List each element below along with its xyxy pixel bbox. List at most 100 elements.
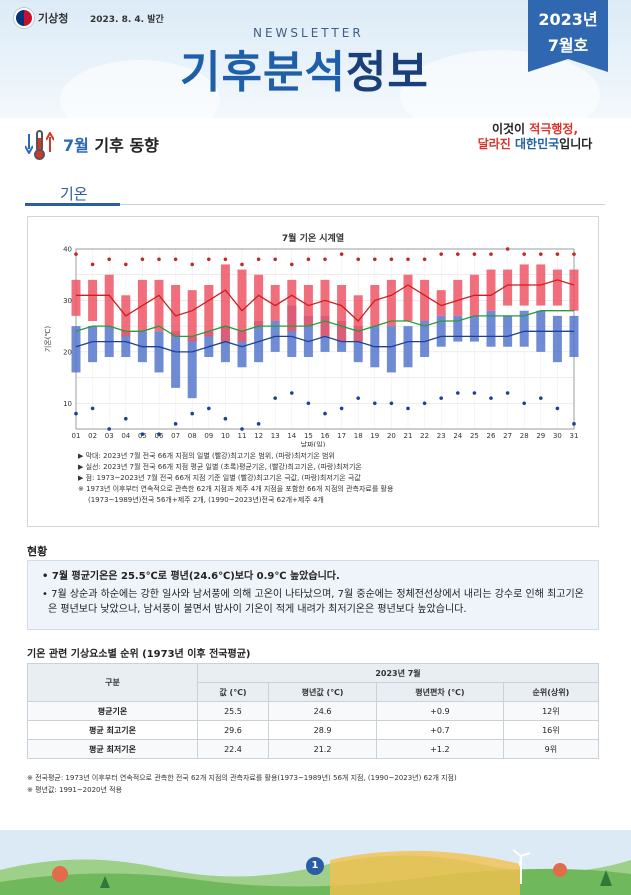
record-min-point: [406, 406, 410, 411]
promo-banner[interactable]: 이것이 적극행정, 달라진 대한민국입니다: [470, 122, 600, 152]
record-max-point: [140, 257, 145, 262]
max-range-bar: [552, 269, 562, 306]
max-range-bar: [436, 290, 446, 316]
cell-diff: +0.7: [376, 720, 504, 740]
max-range-bar: [237, 269, 247, 342]
x-tick-label: 13: [271, 432, 280, 440]
min-range-bar: [154, 331, 164, 373]
max-range-bar: [270, 285, 280, 321]
record-max-point: [373, 257, 377, 262]
max-range-bar: [88, 279, 98, 321]
footnotes: ※ 전국평균: 1973년 이후부터 연속적으로 관측한 전국 62개 지점의 …: [27, 772, 457, 796]
chart-notes: ▶ 막대: 2023년 7월 전국 66개 지점의 일별 (빨강)최고기온 범위…: [78, 451, 393, 506]
record-min-point: [373, 401, 377, 406]
kma-logo: 기상청: [14, 8, 68, 28]
record-max-point: [389, 257, 394, 262]
x-tick-label: 31: [570, 432, 579, 440]
status-box: • 7월 평균기온은 25.5℃로 평년(24.6℃)보다 0.9℃ 높았습니다…: [27, 560, 599, 630]
x-tick-label: 06: [155, 432, 164, 440]
record-max-point: [90, 262, 95, 267]
x-tick-label: 15: [304, 432, 313, 440]
max-range-bar: [254, 274, 264, 327]
x-tick-label: 27: [503, 432, 512, 440]
section-title: 7월 기후 동향: [63, 132, 159, 156]
x-tick-label: 29: [536, 432, 545, 440]
min-range-bar: [552, 315, 562, 363]
chart-note: ▶ 막대: 2023년 7월 전국 66개 지점의 일별 (빨강)최고기온 범위…: [78, 452, 335, 460]
max-range-bar: [171, 285, 181, 337]
min-range-bar: [503, 315, 513, 347]
max-range-bar: [320, 279, 330, 337]
record-min-point: [522, 401, 526, 406]
promo-line-2: 달라진 대한민국입니다: [470, 137, 600, 152]
max-range-bar: [403, 274, 413, 321]
y-tick-label: 20: [63, 348, 72, 356]
min-range-bar: [420, 321, 430, 357]
record-min-point: [472, 391, 477, 395]
chart-note: (1973~1989년)전국 56개+제주 2개, (1990~2023년)전국…: [88, 496, 324, 504]
x-tick-label: 28: [520, 432, 529, 440]
subsection-divider: [25, 203, 605, 206]
record-max-point: [505, 247, 510, 251]
record-max-point: [273, 257, 277, 262]
record-max-point: [306, 257, 311, 262]
max-range-bar: [71, 279, 81, 316]
min-range-bar: [121, 331, 131, 357]
min-range-bar: [486, 310, 496, 347]
record-min-point: [339, 406, 344, 411]
header-cloud: [60, 60, 220, 118]
record-min-point: [190, 411, 194, 416]
x-tick-label: 11: [238, 432, 247, 440]
cell-rank: 9위: [502, 739, 600, 759]
min-range-bar: [569, 315, 579, 357]
x-tick-label: 19: [370, 432, 379, 440]
x-tick-label: 14: [287, 432, 296, 440]
record-min-point: [140, 432, 145, 436]
table-row: 평균기온 25.5 24.6 +0.9 12위: [27, 701, 600, 721]
max-range-bar: [154, 279, 164, 332]
x-tick-label: 03: [105, 432, 114, 440]
col-header: 값 (℃): [197, 682, 269, 702]
y-tick-label: 40: [63, 246, 72, 254]
record-min-point: [124, 416, 128, 421]
record-min-point: [505, 391, 510, 395]
landscape-illustration: [0, 849, 631, 895]
record-min-point: [290, 391, 294, 395]
cell-normal: 21.2: [267, 739, 378, 759]
cell-diff: +1.2: [376, 739, 504, 759]
newsletter-title: 기후분석정보: [180, 36, 429, 100]
issue-date: 2023. 8. 4. 발간: [90, 15, 164, 25]
min-range-bar: [204, 331, 214, 357]
record-max-point: [406, 257, 410, 262]
record-max-point: [223, 257, 228, 262]
min-temp-line: [75, 330, 574, 353]
ribbon-year: 2023년: [538, 10, 598, 29]
record-min-point: [323, 411, 327, 416]
cell-normal: 28.9: [267, 720, 378, 740]
y-tick-label: 30: [63, 297, 72, 305]
record-max-point: [439, 252, 444, 256]
record-max-point: [572, 252, 576, 256]
cell-value: 29.6: [197, 720, 269, 740]
record-min-point: [572, 422, 576, 426]
record-max-point: [555, 252, 560, 256]
cell-diff: +0.9: [376, 701, 504, 721]
y-tick-label: 10: [63, 400, 72, 408]
ribbon-month: 7월호: [547, 36, 589, 55]
x-tick-label: 25: [470, 432, 479, 440]
title-part-a: 기후분석: [180, 47, 346, 98]
max-range-bar: [453, 279, 463, 316]
record-min-point: [389, 401, 394, 406]
col-header: 평년값 (℃): [267, 682, 378, 702]
min-range-bar: [386, 326, 396, 373]
record-max-point: [456, 252, 460, 256]
max-range-bar: [287, 279, 297, 332]
record-min-point: [422, 401, 427, 406]
promo-text: 달라진: [477, 137, 515, 151]
x-tick-label: 20: [387, 432, 396, 440]
record-min-point: [306, 401, 311, 406]
x-tick-label: 02: [88, 432, 97, 440]
x-tick-label: 16: [321, 432, 330, 440]
min-range-bar: [71, 326, 81, 373]
status-bullet-1: • 7월 평균기온은 25.5℃로 평년(24.6℃)보다 0.9℃ 높았습니다…: [42, 571, 340, 582]
